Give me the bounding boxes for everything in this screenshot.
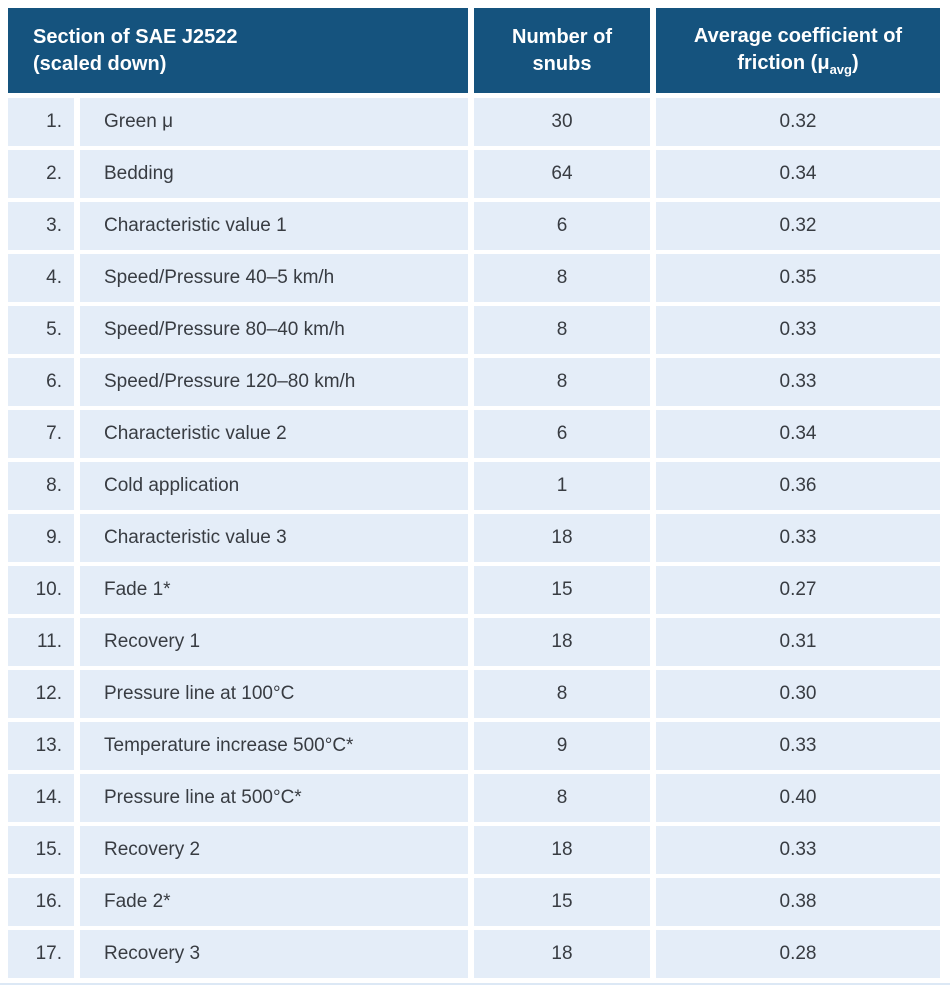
row-mu-avg: 0.33 (656, 514, 940, 562)
row-mu-avg: 0.33 (656, 826, 940, 874)
row-snubs: 6 (474, 202, 650, 250)
row-section: Recovery 3 (80, 930, 468, 978)
row-index: 15. (8, 826, 74, 874)
table-header: Section of SAE J2522 (scaled down) Numbe… (8, 8, 940, 93)
header-mu-line2: friction (μavg) (737, 50, 858, 78)
row-snubs: 8 (474, 358, 650, 406)
row-snubs: 8 (474, 670, 650, 718)
row-snubs: 6 (474, 410, 650, 458)
row-index: 12. (8, 670, 74, 718)
row-section: Fade 2* (80, 878, 468, 926)
header-section-line2: (scaled down) (33, 52, 167, 75)
row-section: Characteristic value 1 (80, 202, 468, 250)
row-section: Fade 1* (80, 566, 468, 614)
row-section: Pressure line at 500°C* (80, 774, 468, 822)
row-section: Characteristic value 2 (80, 410, 468, 458)
row-section: Cold application (80, 462, 468, 510)
header-section-column: Section of SAE J2522 (scaled down) (8, 8, 468, 93)
row-mu-avg: 0.40 (656, 774, 940, 822)
friction-table: Section of SAE J2522 (scaled down) Numbe… (8, 8, 940, 978)
row-index: 1. (8, 98, 74, 146)
row-mu-avg: 0.36 (656, 462, 940, 510)
row-mu-avg: 0.34 (656, 410, 940, 458)
header-mu-subscript: avg (829, 62, 852, 77)
row-mu-avg: 0.34 (656, 150, 940, 198)
row-index: 9. (8, 514, 74, 562)
row-index: 4. (8, 254, 74, 302)
row-snubs: 18 (474, 930, 650, 978)
row-section: Bedding (80, 150, 468, 198)
row-mu-avg: 0.33 (656, 722, 940, 770)
row-index: 13. (8, 722, 74, 770)
row-index: 8. (8, 462, 74, 510)
row-mu-avg: 0.32 (656, 98, 940, 146)
row-snubs: 30 (474, 98, 650, 146)
row-section: Speed/Pressure 40–5 km/h (80, 254, 468, 302)
row-index: 10. (8, 566, 74, 614)
row-mu-avg: 0.33 (656, 358, 940, 406)
row-snubs: 64 (474, 150, 650, 198)
row-section: Green μ (80, 98, 468, 146)
header-snubs-line1: Number of (512, 25, 612, 48)
row-snubs: 18 (474, 826, 650, 874)
header-mu-line2-suffix: ) (851, 52, 859, 74)
row-mu-avg: 0.32 (656, 202, 940, 250)
row-section: Temperature increase 500°C* (80, 722, 468, 770)
row-mu-avg: 0.27 (656, 566, 940, 614)
header-snubs-column: Number of snubs (474, 8, 650, 93)
row-index: 6. (8, 358, 74, 406)
header-mu-column: Average coefficient of friction (μavg) (656, 8, 940, 93)
row-snubs: 15 (474, 878, 650, 926)
row-index: 2. (8, 150, 74, 198)
table-body: 1. Green μ 30 0.32 2. Bedding 64 0.34 3.… (8, 98, 940, 978)
row-mu-avg: 0.31 (656, 618, 940, 666)
row-snubs: 9 (474, 722, 650, 770)
header-mu-line2-prefix: friction (μ (737, 52, 830, 74)
header-section-line1: Section of SAE J2522 (33, 25, 238, 48)
row-section: Recovery 1 (80, 618, 468, 666)
row-mu-avg: 0.38 (656, 878, 940, 926)
row-snubs: 15 (474, 566, 650, 614)
row-index: 14. (8, 774, 74, 822)
row-index: 3. (8, 202, 74, 250)
row-index: 17. (8, 930, 74, 978)
row-snubs: 8 (474, 774, 650, 822)
row-snubs: 8 (474, 306, 650, 354)
row-index: 5. (8, 306, 74, 354)
row-index: 11. (8, 618, 74, 666)
row-mu-avg: 0.28 (656, 930, 940, 978)
row-snubs: 8 (474, 254, 650, 302)
row-index: 7. (8, 410, 74, 458)
row-snubs: 18 (474, 514, 650, 562)
row-section: Characteristic value 3 (80, 514, 468, 562)
bottom-rule (0, 983, 950, 985)
header-snubs-line2: snubs (532, 52, 592, 75)
row-snubs: 1 (474, 462, 650, 510)
row-section: Speed/Pressure 120–80 km/h (80, 358, 468, 406)
header-mu-line1: Average coefficient of (693, 25, 903, 47)
row-section: Recovery 2 (80, 826, 468, 874)
row-mu-avg: 0.30 (656, 670, 940, 718)
row-section: Pressure line at 100°C (80, 670, 468, 718)
row-index: 16. (8, 878, 74, 926)
row-mu-avg: 0.35 (656, 254, 940, 302)
row-mu-avg: 0.33 (656, 306, 940, 354)
row-section: Speed/Pressure 80–40 km/h (80, 306, 468, 354)
row-snubs: 18 (474, 618, 650, 666)
